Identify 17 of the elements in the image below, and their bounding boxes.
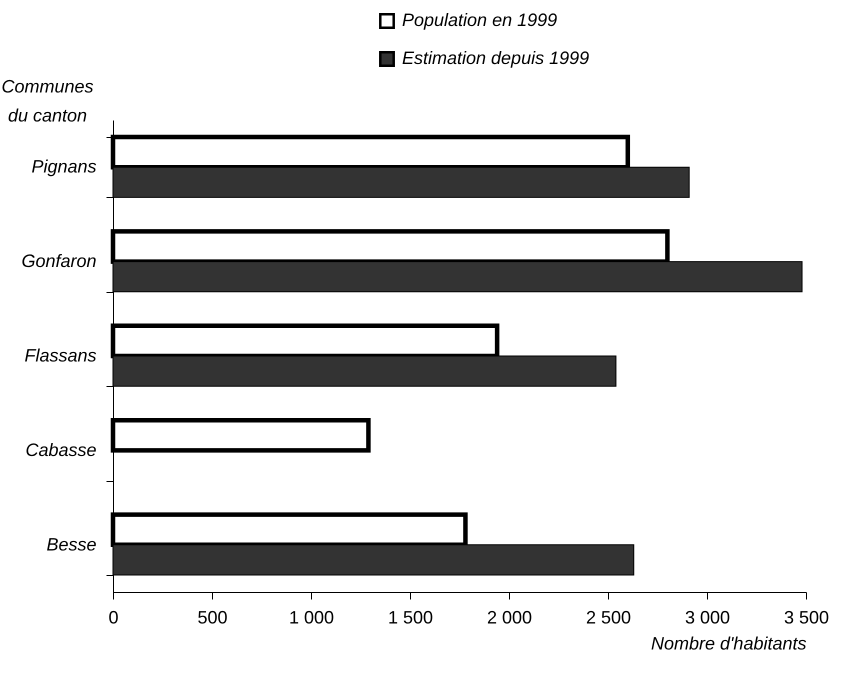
legend-label: Population en 1999 (402, 10, 558, 30)
x-tick-label: 3 000 (684, 608, 730, 628)
y-tick-label: Flassans (24, 346, 96, 366)
y-tick-label: Pignans (31, 156, 96, 177)
y-tick-label: Besse (46, 534, 96, 554)
x-tick-label: 1 000 (288, 608, 334, 628)
x-tick-label: 1 500 (388, 608, 434, 628)
x-tick-label: 2 500 (586, 608, 632, 628)
x-axis-title: Nombre d'habitants (650, 634, 806, 654)
y-tick-label: Gonfaron (21, 251, 96, 272)
y-axis-title: Communes du canton (1, 76, 94, 126)
legend-label: Estimation depuis 1999 (402, 48, 590, 68)
x-tick-label: 500 (197, 608, 228, 628)
x-tick-label: 0 (108, 608, 119, 628)
x-tick-label: 3 500 (784, 608, 830, 628)
x-tick-label: 2 000 (486, 608, 532, 628)
y-tick-label: Cabasse (25, 440, 96, 460)
